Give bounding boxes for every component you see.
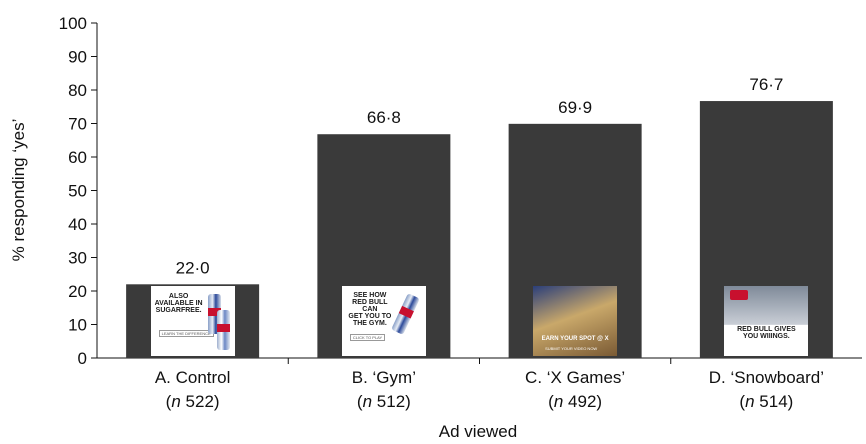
- y-tick-label: 90: [68, 48, 87, 67]
- sample-size-label: (n 522): [166, 392, 220, 411]
- y-tick-label: 40: [68, 215, 87, 234]
- y-axis-title: % responding ‘yes’: [9, 119, 28, 262]
- ad-control-thumbnail: ALSO AVAILABLE IN SUGARFREE. LEARN THE DI…: [150, 286, 235, 356]
- can-icon: [216, 310, 230, 350]
- y-tick-label: 80: [68, 81, 87, 100]
- category-label: A. Control: [155, 368, 231, 387]
- ad-text: ALSO AVAILABLE IN SUGARFREE.: [154, 293, 203, 314]
- y-tick-label: 60: [68, 148, 87, 167]
- data-label: 66·8: [367, 108, 401, 127]
- y-tick-label: 20: [68, 282, 87, 301]
- category-label: B. ‘Gym’: [352, 368, 416, 387]
- ad-text: SEE HOW RED BULL CAN GET YOU TO THE GYM.: [348, 292, 392, 327]
- sample-size-label: (n 492): [548, 392, 602, 411]
- ad-text: EARN YOUR SPOT @ X: [541, 336, 609, 342]
- y-tick-label: 100: [59, 14, 87, 33]
- y-tick-label: 0: [78, 349, 87, 368]
- data-label: 76·7: [749, 75, 783, 94]
- sample-size-label: (n 514): [739, 392, 793, 411]
- category-label: C. ‘X Games’: [525, 368, 625, 387]
- ad-caption: SUBMIT YOUR VIDEO NOW: [545, 346, 598, 351]
- category-label: D. ‘Snowboard’: [709, 368, 824, 387]
- ad-caption: CLICK TO PLAY: [349, 334, 386, 341]
- x-axis-title: Ad viewed: [439, 422, 517, 441]
- y-axis: 0 10 20 30 40 50 60 70 80 90 100: [59, 14, 98, 368]
- ad-caption: LEARN THE DIFFERENCE: [158, 330, 214, 337]
- data-label: 22·0: [176, 258, 210, 277]
- ad-gym-thumbnail: SEE HOW RED BULL CAN GET YOU TO THE GYM.…: [341, 286, 426, 356]
- ad-xgames-thumbnail: EARN YOUR SPOT @ X SUBMIT YOUR VIDEO NOW: [533, 286, 618, 356]
- x-axis: [97, 357, 862, 364]
- ad-text: RED BULL GIVES YOU WIIINGS.: [737, 326, 796, 340]
- category-labels: A. Control (n 522) B. ‘Gym’ (n 512) C. ‘X Ga…: [155, 368, 824, 411]
- ad-snowboard-thumbnail: RED BULL GIVES YOU WIIINGS.: [724, 286, 809, 356]
- sample-size-label: (n 512): [357, 392, 411, 411]
- red-bull-logo-icon: [730, 290, 749, 300]
- y-tick-label: 50: [68, 182, 87, 201]
- data-label: 69·9: [558, 98, 592, 117]
- y-tick-label: 10: [68, 316, 87, 335]
- y-tick-label: 30: [68, 249, 87, 268]
- y-tick-label: 70: [68, 115, 87, 134]
- data-labels: 22·0 66·8 69·9 76·7: [176, 75, 784, 277]
